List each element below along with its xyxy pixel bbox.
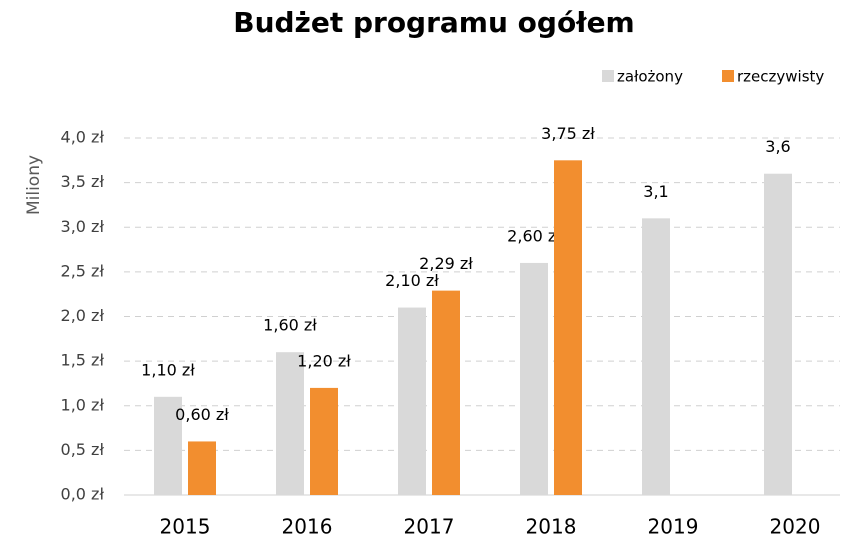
data-label: 0,60 zł (175, 405, 229, 424)
bar (154, 396, 182, 495)
bar (188, 441, 216, 495)
y-axis-label: Miliony (24, 155, 44, 215)
x-tick-label: 2015 (160, 515, 211, 539)
bar (276, 352, 304, 495)
x-tick-label: 2019 (648, 515, 699, 539)
y-tick-label: 2,5 zł (61, 261, 105, 280)
data-label: 3,6 (765, 137, 790, 156)
y-tick-label: 2,0 zł (61, 306, 105, 325)
y-tick-label: 3,5 zł (61, 172, 105, 191)
legend-swatch (722, 70, 734, 82)
y-tick-label: 0,5 zł (61, 440, 105, 459)
legend-swatch (602, 70, 614, 82)
y-tick-label: 1,0 zł (61, 395, 105, 414)
x-tick-label: 2018 (526, 515, 577, 539)
legend-label: rzeczywisty (737, 68, 824, 86)
x-tick-label: 2016 (282, 515, 333, 539)
legend-label: założony (617, 68, 683, 86)
y-tick-label: 3,0 zł (61, 217, 105, 236)
chart-title: Budżet programu ogółem (233, 6, 635, 39)
x-tick-label: 2020 (770, 515, 821, 539)
bar (764, 173, 792, 495)
y-tick-label: 4,0 zł (61, 128, 105, 147)
bar (554, 160, 582, 495)
bar (520, 262, 548, 495)
bar (432, 290, 460, 495)
data-label: 3,75 zł (541, 124, 595, 143)
data-label: 3,1 (643, 182, 668, 201)
y-tick-label: 1,5 zł (61, 351, 105, 370)
bar (642, 218, 670, 495)
data-label: 1,20 zł (297, 351, 351, 370)
data-label: 2,10 zł (385, 271, 439, 290)
y-tick-label: 0,0 zł (61, 485, 105, 504)
data-label: 2,29 zł (419, 254, 473, 273)
data-label: 1,60 zł (263, 316, 317, 335)
data-label: 2,60 zł (507, 226, 561, 245)
bar (398, 307, 426, 495)
data-label: 1,10 zł (141, 360, 195, 379)
x-tick-label: 2017 (404, 515, 455, 539)
bar (310, 387, 338, 495)
